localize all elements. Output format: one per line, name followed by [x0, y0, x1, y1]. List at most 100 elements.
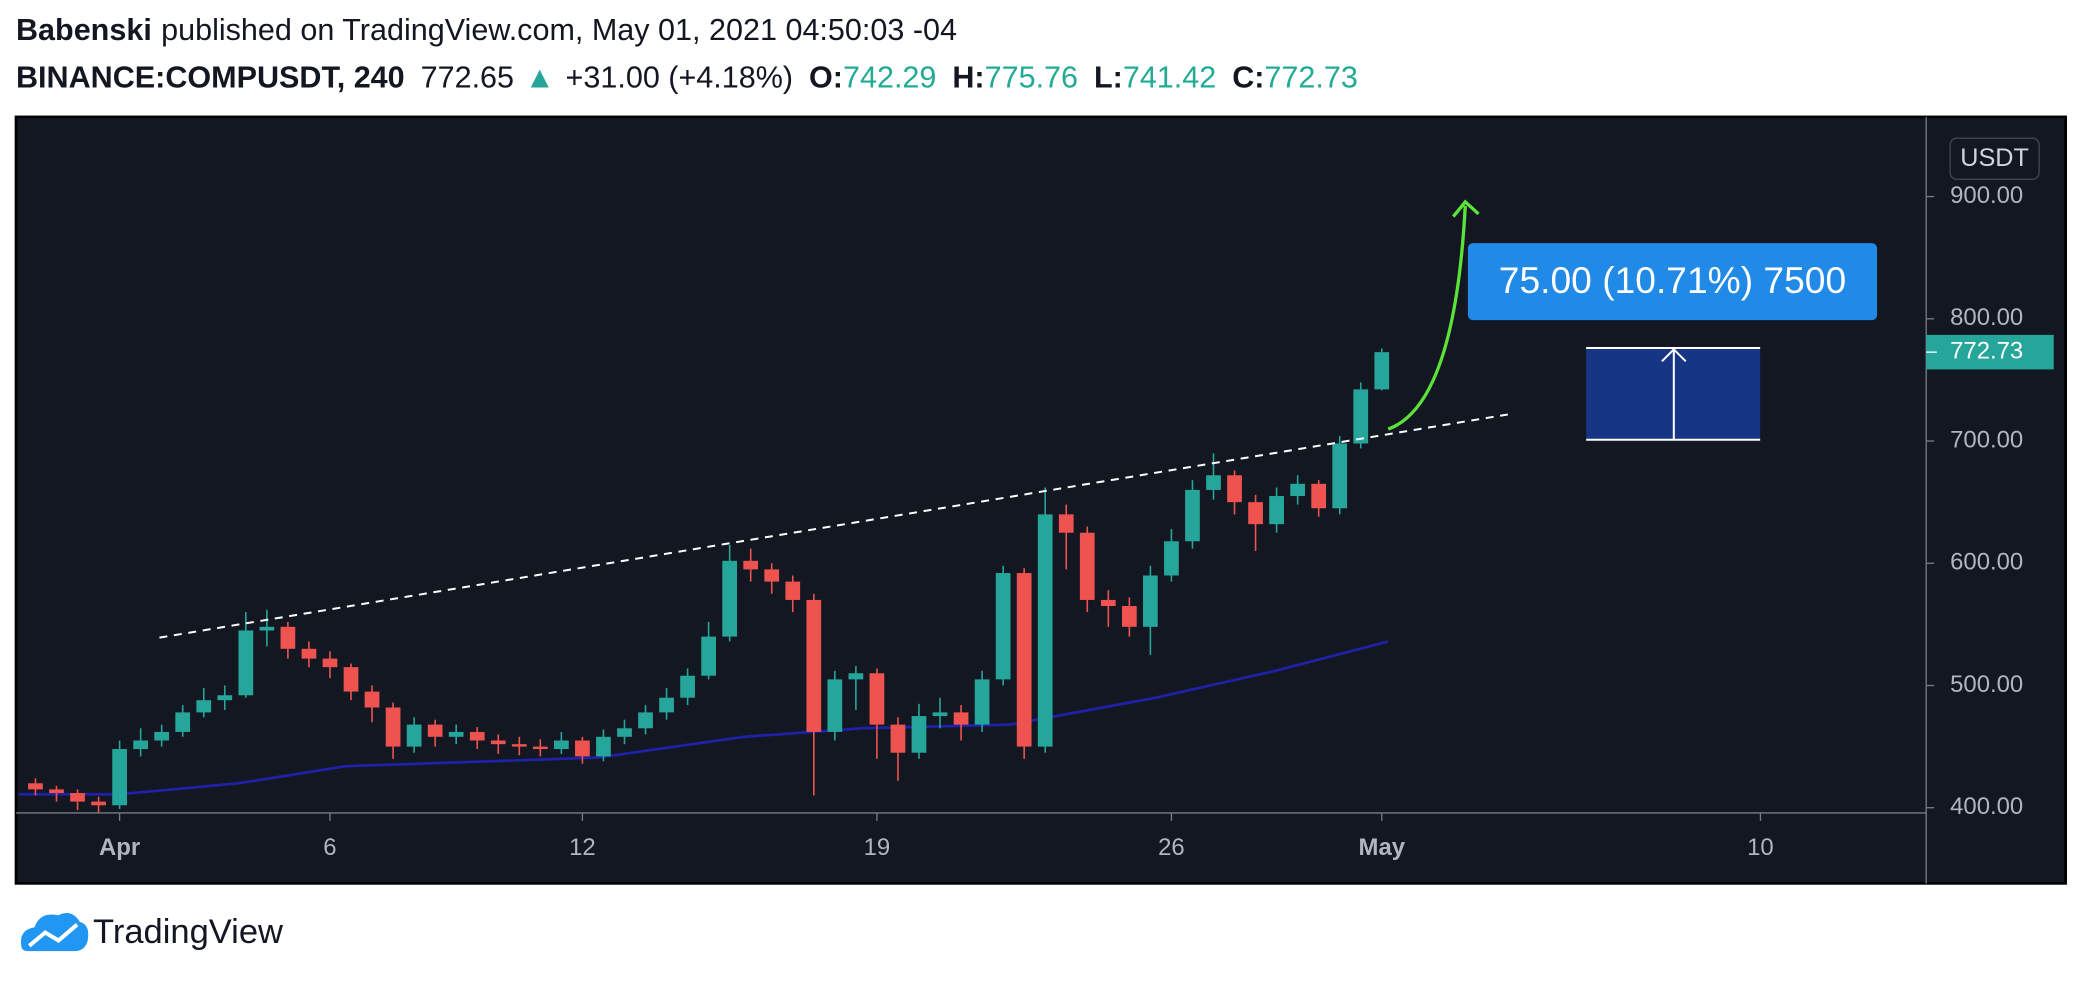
- candle-body: [91, 801, 106, 806]
- logo-cloud: [20, 913, 89, 952]
- ohlc-label: H:: [952, 61, 984, 95]
- candle-body: [1037, 514, 1053, 747]
- candle-body: [364, 691, 380, 708]
- ohlc-value: 775.76: [985, 61, 1078, 95]
- candle-body: [869, 673, 885, 725]
- candle-body: [469, 731, 485, 741]
- candle-body: [1058, 514, 1074, 533]
- candle-body: [532, 746, 548, 750]
- ohlc-label: C:: [1232, 61, 1264, 95]
- candle-body: [722, 560, 738, 637]
- candle-body: [28, 783, 43, 790]
- moving-average: [18, 640, 1389, 796]
- candle-body: [575, 740, 590, 757]
- symbol: BINANCE:COMPUSDT, 240: [16, 61, 405, 95]
- candle-body: [1227, 475, 1242, 503]
- symbol-line: BINANCE:COMPUSDT, 240 772.65 ▲ +31.00 (+4.1…: [16, 61, 1358, 95]
- measure-label: 75.00 (10.71%) 7500: [1499, 259, 1846, 301]
- target-arrow: [1387, 205, 1467, 431]
- candle-body: [238, 630, 254, 696]
- tradingview-logo: [20, 913, 89, 952]
- candle-body: [322, 658, 338, 668]
- candle-body: [406, 724, 422, 747]
- candle-body: [764, 569, 780, 582]
- x-tick-label: Apr: [99, 834, 140, 861]
- candle-body: [133, 740, 149, 750]
- ohlc-label: L:: [1094, 61, 1123, 95]
- published-info: published on TradingView.com, May 01, 20…: [161, 13, 957, 47]
- candle-body: [974, 679, 990, 725]
- candle-body: [1311, 483, 1327, 509]
- logo-line: [27, 923, 79, 948]
- brand: TradingView: [93, 913, 284, 951]
- candle-body: [638, 712, 653, 729]
- candle-body: [890, 724, 906, 753]
- candle-body: [701, 636, 716, 676]
- last-price-label: 772.73: [1950, 337, 2023, 364]
- candle-body: [680, 675, 695, 698]
- candle-body: [1016, 573, 1032, 747]
- price: 772.65: [421, 61, 514, 95]
- candle-body: [806, 599, 822, 732]
- y-tick-label: 400.00: [1950, 793, 2023, 820]
- target-arrow-head: [1452, 199, 1480, 218]
- candle-body: [785, 581, 801, 600]
- candle-body: [554, 740, 569, 750]
- candle-body: [343, 667, 359, 692]
- candle-body: [175, 712, 191, 732]
- candle-body: [259, 626, 275, 631]
- x-tick-label: 10: [1747, 834, 1774, 861]
- candle-body: [1079, 532, 1095, 600]
- measure-label-box: [1467, 243, 1878, 321]
- x-tick-label: 26: [1158, 834, 1185, 861]
- ohlc-value: 741.42: [1123, 61, 1216, 95]
- candle-body: [301, 648, 317, 659]
- candle-body: [617, 728, 632, 737]
- candle-body: [743, 560, 759, 570]
- candle-body: [49, 789, 64, 794]
- x-tick-label: 12: [569, 834, 596, 861]
- y-tick-label: 700.00: [1950, 426, 2023, 453]
- candle-body: [1164, 541, 1179, 576]
- candle-body: [385, 707, 401, 747]
- candle-body: [154, 731, 170, 741]
- candle-body: [1206, 475, 1221, 490]
- candle-body: [1185, 489, 1200, 542]
- candle-body: [448, 731, 464, 737]
- candle-body: [1143, 575, 1158, 627]
- measure-arrow-head: [1661, 347, 1687, 363]
- change: +31.00 (+4.18%): [566, 61, 794, 95]
- y-tick-label: 500.00: [1950, 671, 2023, 698]
- candle-body: [1353, 389, 1369, 444]
- currency-label: USDT: [1960, 144, 2029, 172]
- candle-body: [70, 793, 85, 802]
- candle-body: [953, 712, 969, 725]
- candle-body: [1269, 496, 1284, 525]
- candle-body: [280, 626, 296, 649]
- candle-body: [1374, 352, 1390, 390]
- candle-body: [1100, 599, 1116, 607]
- last-price-tag: [1926, 334, 2054, 370]
- candle-body: [659, 697, 674, 713]
- x-tick-label: 19: [864, 834, 891, 861]
- candle-body: [1290, 483, 1306, 497]
- y-tick-label: 900.00: [1950, 182, 2023, 209]
- y-tick-label: 600.00: [1950, 549, 2023, 576]
- candle-body: [596, 736, 611, 757]
- candle-body: [196, 700, 212, 713]
- ohlc-label: O:: [809, 61, 843, 95]
- ohlc-value: 772.73: [1264, 61, 1357, 95]
- candle-body: [1332, 443, 1348, 509]
- candle-body: [848, 673, 864, 680]
- candle-body: [1248, 502, 1263, 525]
- candle-body: [511, 744, 527, 747]
- ohlc-value: 742.29: [843, 61, 936, 95]
- plot: [18, 348, 1390, 813]
- candle-body: [995, 573, 1011, 680]
- candle-body: [932, 712, 948, 717]
- y-tick-label: 800.00: [1950, 304, 2023, 331]
- candle-body: [490, 740, 506, 745]
- candle-body: [1121, 606, 1137, 627]
- direction: ▲: [525, 61, 555, 95]
